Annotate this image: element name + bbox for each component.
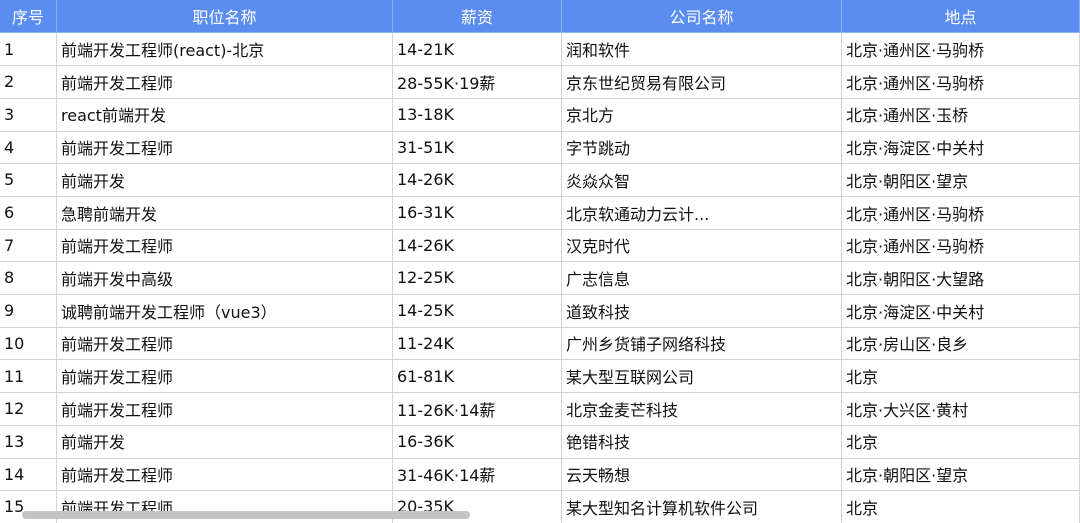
header-cell: 公司名称: [562, 0, 842, 33]
table-cell: 7: [0, 229, 57, 263]
table-cell: 前端开发工程师: [57, 458, 393, 492]
table-cell: 9: [0, 294, 57, 328]
table-cell: 诚聘前端开发工程师（vue3）: [57, 294, 393, 328]
table-cell: 61-81K: [393, 360, 562, 394]
table-cell: 前端开发工程师: [57, 229, 393, 263]
table-cell: 前端开发中高级: [57, 261, 393, 296]
table-cell: 润和软件: [562, 33, 842, 67]
table-cell: 北京·朝阳区·大望路: [842, 261, 1080, 296]
table-cell: 北京·通州区·马驹桥: [842, 229, 1080, 263]
table-cell: 12-25K: [393, 261, 562, 296]
table-cell: 某大型互联网公司: [562, 360, 842, 394]
table-cell: 北京: [842, 490, 1080, 523]
table-cell: 广志信息: [562, 261, 842, 296]
table-cell: 北京·大兴区·黄村: [842, 392, 1080, 426]
table-cell: 14-26K: [393, 229, 562, 263]
table-cell: 14: [0, 458, 57, 492]
table-cell: 11: [0, 360, 57, 394]
table-cell: 13-18K: [393, 98, 562, 132]
table-cell: 前端开发: [57, 425, 393, 459]
header-cell: 序号: [0, 0, 57, 33]
table-cell: 4: [0, 131, 57, 165]
table-cell: 前端开发工程师: [57, 392, 393, 426]
table-cell: 16-31K: [393, 196, 562, 230]
header-cell: 地点: [842, 0, 1080, 33]
table-cell: 13: [0, 425, 57, 459]
table-cell: 北京金麦芒科技: [562, 392, 842, 426]
table-cell: 11-24K: [393, 327, 562, 361]
table-cell: 8: [0, 261, 57, 296]
table-cell: 前端开发: [57, 163, 393, 197]
table-cell: 北京·通州区·马驹桥: [842, 65, 1080, 99]
table-cell: 北京·海淀区·中关村: [842, 131, 1080, 165]
table-cell: 11-26K·14薪: [393, 392, 562, 426]
table-cell: 北京·通州区·玉桥: [842, 98, 1080, 132]
table-cell: 京北方: [562, 98, 842, 132]
table-cell: 12: [0, 392, 57, 426]
table-cell: 5: [0, 163, 57, 197]
table-cell: react前端开发: [57, 98, 393, 132]
table-cell: 北京·朝阳区·望京: [842, 163, 1080, 197]
table-cell: 6: [0, 196, 57, 230]
table-cell: 16-36K: [393, 425, 562, 459]
table-cell: 北京·海淀区·中关村: [842, 294, 1080, 328]
table-cell: 字节跳动: [562, 131, 842, 165]
table-cell: 前端开发工程师: [57, 65, 393, 99]
header-cell: 薪资: [393, 0, 562, 33]
table-cell: 北京软通动力云计...: [562, 196, 842, 230]
table-cell: 28-55K·19薪: [393, 65, 562, 99]
table-cell: 31-46K·14薪: [393, 458, 562, 492]
table-cell: 道致科技: [562, 294, 842, 328]
header-cell: 职位名称: [57, 0, 393, 33]
table-cell: 14-26K: [393, 163, 562, 197]
table-cell: 北京·朝阳区·望京: [842, 458, 1080, 492]
table-cell: 北京: [842, 360, 1080, 394]
table-cell: 北京·房山区·良乡: [842, 327, 1080, 361]
table-cell: 前端开发工程师: [57, 360, 393, 394]
table-cell: 广州乡货铺子网络科技: [562, 327, 842, 361]
table-cell: 急聘前端开发: [57, 196, 393, 230]
table-cell: 3: [0, 98, 57, 132]
table-cell: 北京: [842, 425, 1080, 459]
table-cell: 10: [0, 327, 57, 361]
horizontal-scrollbar[interactable]: [22, 511, 470, 519]
table-cell: 前端开发工程师(react)-北京: [57, 33, 393, 67]
table-cell: 1: [0, 33, 57, 67]
table-cell: 前端开发工程师: [57, 327, 393, 361]
table-cell: 某大型知名计算机软件公司: [562, 490, 842, 523]
table-cell: 汉克时代: [562, 229, 842, 263]
table-cell: 云天畅想: [562, 458, 842, 492]
table-cell: 2: [0, 65, 57, 99]
table-cell: 14-25K: [393, 294, 562, 328]
table-cell: 铯错科技: [562, 425, 842, 459]
table-cell: 京东世纪贸易有限公司: [562, 65, 842, 99]
table-cell: 北京·通州区·马驹桥: [842, 196, 1080, 230]
table-cell: 31-51K: [393, 131, 562, 165]
table-cell: 北京·通州区·马驹桥: [842, 33, 1080, 67]
table-cell: 14-21K: [393, 33, 562, 67]
table-cell: 前端开发工程师: [57, 131, 393, 165]
table-cell: 炎焱众智: [562, 163, 842, 197]
